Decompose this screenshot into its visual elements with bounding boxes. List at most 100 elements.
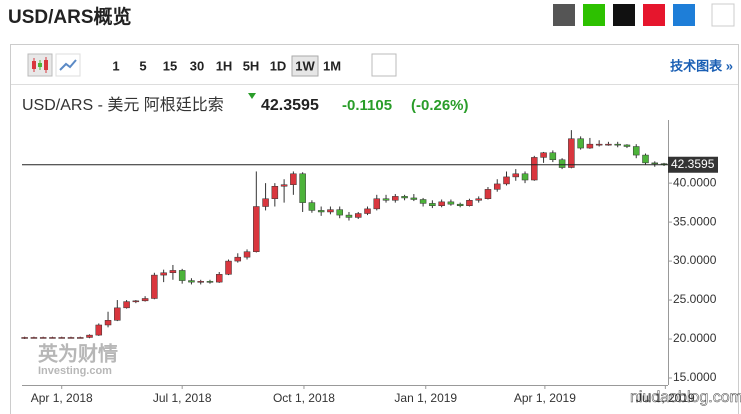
weibo-icon[interactable] <box>643 4 665 26</box>
candle-body <box>410 197 418 200</box>
candle-body <box>30 337 38 339</box>
candle-body <box>141 298 149 302</box>
x-tick-label: Jul 1, 2018 <box>153 391 212 405</box>
share-icons <box>553 3 735 27</box>
y-tick-label: 20.0000 <box>673 331 717 345</box>
candle-body <box>262 198 269 207</box>
candle-body <box>114 307 121 321</box>
x-tick-label: Apr 1, 2019 <box>514 391 576 405</box>
candle-body <box>299 173 306 203</box>
y-tick-label: 30.0000 <box>673 253 717 267</box>
candle-body <box>215 274 223 283</box>
technical-chart-link[interactable]: 技术图表 » <box>670 58 733 73</box>
candle-body <box>595 143 603 146</box>
candle-body <box>419 199 427 204</box>
mail-icon[interactable] <box>553 4 575 26</box>
candle-body <box>456 203 464 206</box>
candle-body <box>308 202 316 211</box>
watermark-site: Investing.com <box>38 365 112 377</box>
candle-icon <box>38 63 42 67</box>
candle-body <box>225 260 232 275</box>
interval-button[interactable]: 15 <box>163 58 177 73</box>
candle-body <box>206 281 214 283</box>
candle-body <box>429 203 436 206</box>
interval-button[interactable]: 1 <box>112 58 119 73</box>
candle-body <box>271 186 279 199</box>
candle-body <box>123 301 130 309</box>
y-tick-label: 35.0000 <box>673 214 717 228</box>
interval-button[interactable]: 1W <box>295 58 315 73</box>
y-tick-label: 25.0000 <box>673 292 717 306</box>
interval-button[interactable]: 5 <box>139 58 146 73</box>
candle-body <box>586 143 594 149</box>
candle-body <box>651 162 659 165</box>
settings-button[interactable] <box>371 53 397 77</box>
qq-icon[interactable] <box>613 4 635 26</box>
candle-body <box>132 300 140 303</box>
interval-button[interactable]: 5H <box>243 58 260 73</box>
candle-body <box>345 214 353 218</box>
last-price-tag <box>668 156 718 173</box>
candle-icon <box>32 61 36 69</box>
candle-body <box>401 196 408 199</box>
candle-body <box>577 138 584 149</box>
down-arrow <box>248 93 256 99</box>
candle-body <box>253 206 260 252</box>
candle-body <box>466 200 473 206</box>
candle-body <box>104 320 112 326</box>
line-icon <box>59 59 77 71</box>
watermark-blog: niudaoblog.com <box>630 389 741 406</box>
widget-frame <box>10 44 739 414</box>
candle-body <box>558 159 566 168</box>
candle-body <box>160 272 167 276</box>
candle-body <box>493 183 501 190</box>
candle-body <box>151 274 158 299</box>
quote-change-pct: (-0.26%) <box>411 97 469 114</box>
candle-body <box>484 189 492 199</box>
candle-body <box>169 270 177 274</box>
candle-body <box>382 198 390 201</box>
candle-body <box>531 157 538 181</box>
y-tick-label: 40.0000 <box>673 175 717 189</box>
interval-button[interactable]: 1H <box>216 58 233 73</box>
favorite-icon[interactable] <box>673 4 695 26</box>
candle-body <box>234 256 242 262</box>
candle-body <box>39 337 47 339</box>
wechat-icon[interactable] <box>583 4 605 26</box>
candle-body <box>521 173 529 181</box>
candle-body <box>336 209 343 216</box>
info-icon[interactable] <box>711 3 735 27</box>
candle-body <box>475 198 482 201</box>
candle-body <box>317 210 325 213</box>
candle-body <box>86 334 93 338</box>
x-tick-label: Oct 1, 2018 <box>273 391 335 405</box>
candle-body <box>512 173 520 178</box>
candle-body <box>49 337 56 339</box>
selected-interval <box>291 55 319 77</box>
candle-body <box>642 154 649 164</box>
candle-body <box>540 152 547 158</box>
candle-body <box>568 138 575 168</box>
candle-body <box>503 176 510 185</box>
interval-button[interactable]: 30 <box>190 58 204 73</box>
y-tick-label: 15.0000 <box>673 370 717 384</box>
candle-body <box>76 337 84 339</box>
page-title: USD/ARS概览 <box>8 5 132 28</box>
candle-body <box>632 146 640 156</box>
candle-body <box>447 201 455 205</box>
interval-button[interactable]: 1D <box>270 58 287 73</box>
x-tick-label: Jul 1, 2019 <box>636 391 695 405</box>
candle-body <box>243 251 251 258</box>
x-tick-label: Jan 1, 2019 <box>394 391 457 405</box>
candle-body <box>605 143 612 146</box>
candle-body <box>392 196 399 201</box>
candle-body <box>178 270 186 281</box>
candle-body <box>373 198 381 210</box>
candle-body <box>290 173 297 185</box>
candle-body <box>197 281 204 283</box>
candle-body <box>438 201 445 206</box>
candle-body <box>623 144 631 147</box>
watermark-logo: 英为财情 <box>38 341 118 365</box>
interval-button[interactable]: 1M <box>323 58 341 73</box>
